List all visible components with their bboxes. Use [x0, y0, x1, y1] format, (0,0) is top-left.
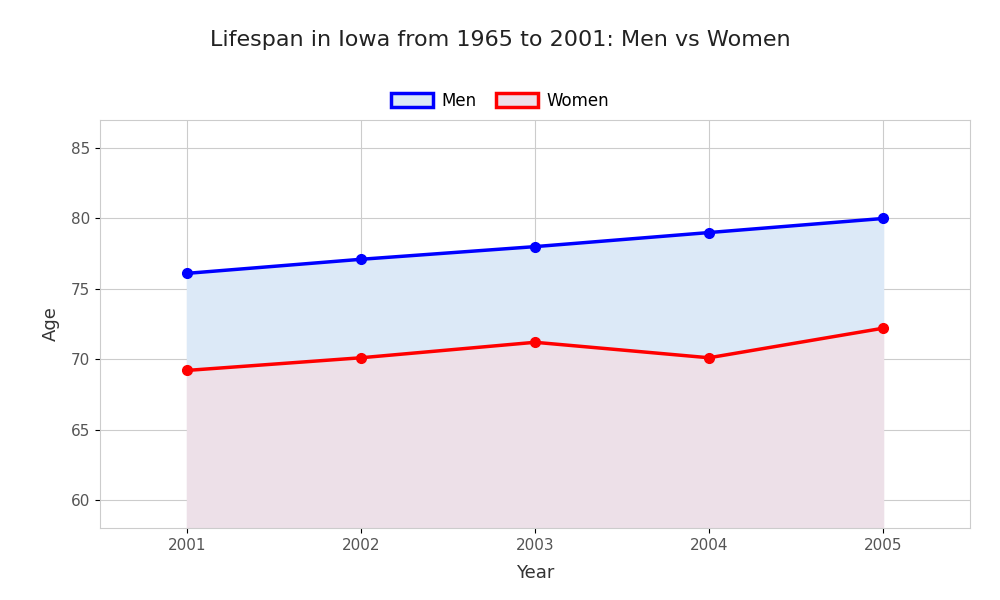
Legend: Men, Women: Men, Women — [383, 83, 617, 118]
Text: Lifespan in Iowa from 1965 to 2001: Men vs Women: Lifespan in Iowa from 1965 to 2001: Men … — [210, 30, 790, 50]
X-axis label: Year: Year — [516, 564, 554, 582]
Y-axis label: Age: Age — [42, 307, 60, 341]
